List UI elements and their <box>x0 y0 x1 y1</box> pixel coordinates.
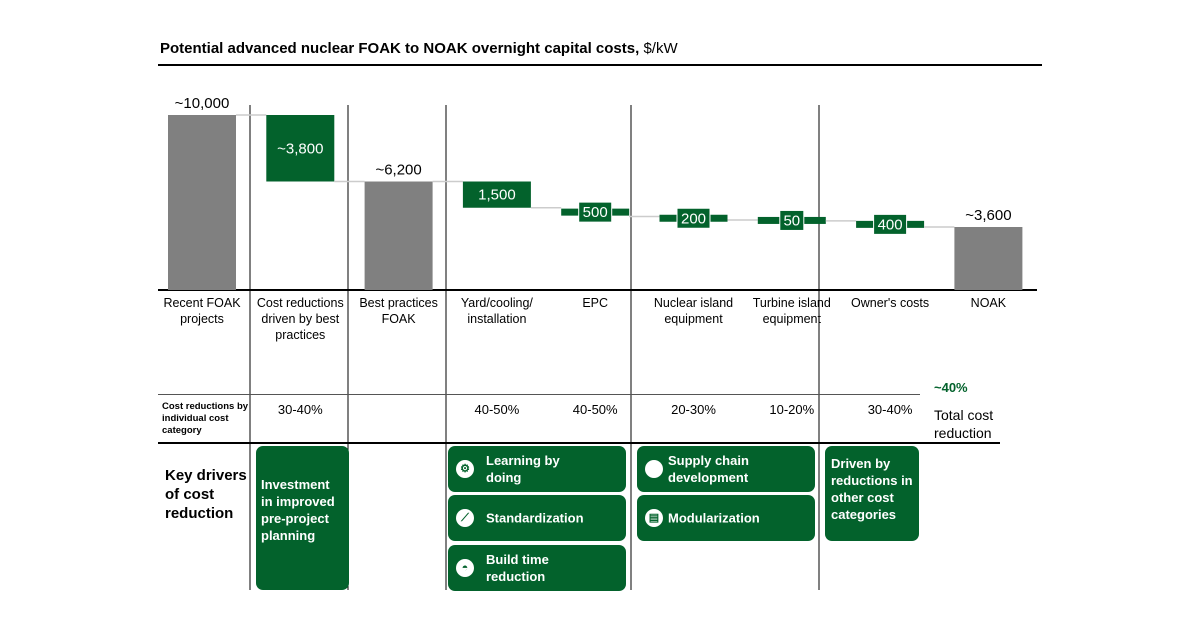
data-label: ~3,600 <box>965 207 1011 224</box>
data-label: ~10,000 <box>175 95 230 112</box>
modules-icon: ▤ <box>645 509 663 527</box>
driver-other-categories: Driven by reductions in other cost categ… <box>825 446 919 541</box>
driver-text: Supply chain development <box>668 453 749 485</box>
category-label: Nuclear island equipment <box>653 296 734 326</box>
reduction-value: 40-50% <box>572 402 618 417</box>
driver-build-time-reduction: ◓ Build time reduction <box>448 545 626 591</box>
data-label: ~6,200 <box>375 162 421 179</box>
bar-3 <box>364 181 433 290</box>
bar-1 <box>168 115 236 290</box>
data-label: 400 <box>878 216 903 233</box>
driver-standardization: ⟋ Standardization <box>448 495 626 541</box>
category-label: Best practices FOAK <box>359 296 438 326</box>
reduction-value: 30-40% <box>277 402 323 417</box>
row-divider <box>158 394 920 395</box>
ruler-icon: ⟋ <box>456 509 474 527</box>
people-gears-icon: ⚙ <box>456 460 474 478</box>
title-main: Potential advanced nuclear FOAK to NOAK … <box>160 40 640 57</box>
bar-2 <box>266 115 335 182</box>
data-label: 200 <box>681 210 706 227</box>
category-label: Cost reductions driven by best practices <box>256 296 344 342</box>
data-label-box <box>676 207 711 229</box>
driver-text: Learning by doing <box>486 453 560 485</box>
reduction-value: 40-50% <box>474 402 520 417</box>
data-label-box <box>873 213 908 235</box>
driver-supply-chain-development: Supply chain development <box>637 446 815 492</box>
category-label: Owner's costs <box>851 296 930 310</box>
data-label-box <box>578 201 613 223</box>
driver-learning-by-doing: ⚙ Learning by doing <box>448 446 626 492</box>
category-label: Yard/cooling/ installation <box>460 296 533 326</box>
title-unit: $/kW <box>643 40 678 57</box>
total-reduction-value: ~40% <box>934 380 968 395</box>
category-label: EPC <box>582 296 609 310</box>
data-label: 500 <box>583 204 608 221</box>
data-label: 1,500 <box>478 187 516 204</box>
hard-hat-icon: ◓ <box>456 559 474 577</box>
reduction-value: 20-30% <box>671 402 716 417</box>
category-label: NOAK <box>970 296 1007 310</box>
category-label: Turbine island equipment <box>752 296 831 326</box>
data-label: 50 <box>783 212 800 229</box>
data-label: ~3,800 <box>277 140 323 157</box>
reductions-row-label: Cost reductions by individual cost categ… <box>162 401 249 436</box>
chart-title: Potential advanced nuclear FOAK to NOAK … <box>160 40 678 57</box>
driver-text: Build time reduction <box>486 552 549 584</box>
total-reduction-label: Total cost reduction <box>934 407 994 441</box>
reduction-value: 30-40% <box>867 402 913 417</box>
title-rule <box>158 64 1042 66</box>
row-divider-thick <box>158 442 1000 444</box>
drivers-label: Key drivers of cost reduction <box>165 467 247 522</box>
driver-modularization: ▤ Modularization <box>637 495 815 541</box>
bar-4 <box>462 181 531 208</box>
circle-icon <box>645 460 663 478</box>
driver-text: Driven by reductions in other cost categ… <box>831 456 913 522</box>
driver-text: Modularization <box>668 510 760 526</box>
reduction-value: 10-20% <box>769 402 815 417</box>
driver-text: Standardization <box>486 510 584 526</box>
data-label-box <box>779 209 805 231</box>
category-label: Recent FOAK projects <box>163 296 241 326</box>
bar-9 <box>954 227 1023 290</box>
driver-pre-project-planning: Investment in improved pre-project plann… <box>256 446 349 590</box>
driver-text: Investment in improved pre-project plann… <box>261 477 335 543</box>
